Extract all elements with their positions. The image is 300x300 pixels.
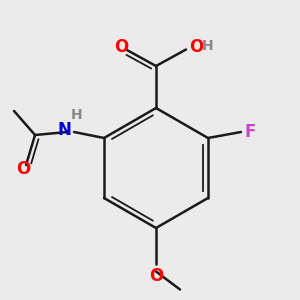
Text: O: O — [114, 38, 129, 56]
Text: O: O — [149, 267, 163, 285]
Text: F: F — [244, 123, 256, 141]
Text: N: N — [58, 122, 72, 140]
Text: O: O — [16, 160, 30, 178]
Text: O: O — [190, 38, 204, 56]
Text: H: H — [71, 108, 83, 122]
Text: H: H — [202, 40, 213, 53]
